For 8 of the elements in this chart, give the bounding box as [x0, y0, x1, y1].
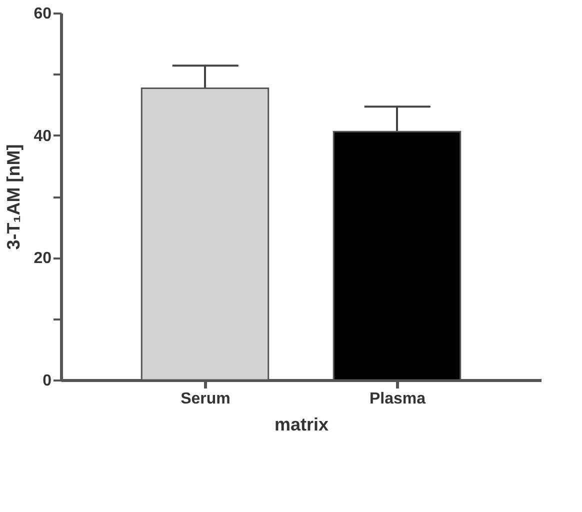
y-tick-label: 0: [42, 372, 52, 390]
y-axis-title: 3-T₁AM [nM]: [4, 144, 24, 250]
y-tick-label: 60: [34, 6, 52, 22]
y-tick-label: 40: [34, 128, 52, 145]
x-tick-label: Plasma: [369, 390, 426, 408]
y-tick-label: 20: [34, 250, 52, 268]
x-axis-title: matrix: [274, 414, 329, 434]
x-tick-label: Serum: [180, 390, 230, 408]
